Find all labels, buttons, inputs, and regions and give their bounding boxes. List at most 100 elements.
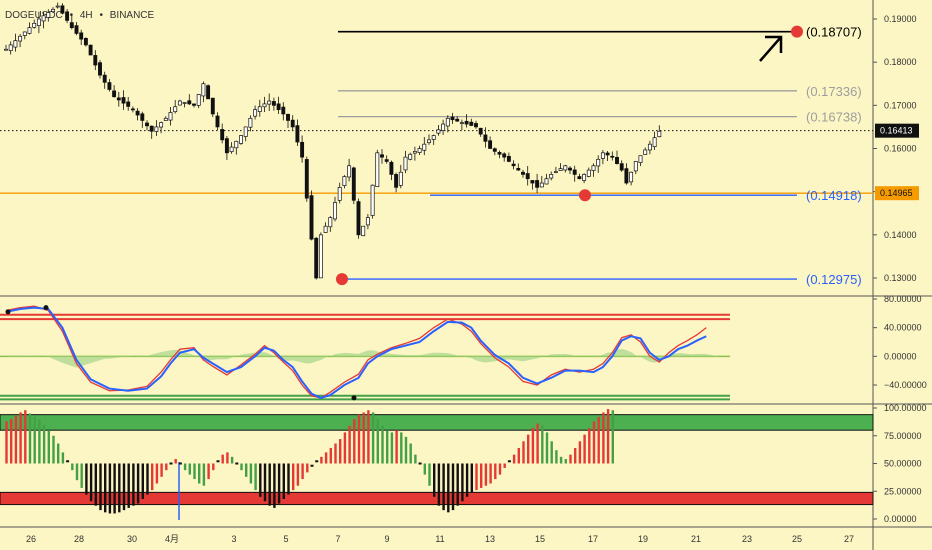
candle[interactable] [539, 175, 544, 188]
candle[interactable] [380, 149, 384, 164]
candle[interactable] [563, 164, 568, 173]
candle[interactable] [267, 93, 272, 111]
candle[interactable] [441, 119, 446, 136]
candle[interactable] [135, 108, 140, 121]
candle[interactable] [478, 127, 483, 137]
candle[interactable] [206, 84, 211, 100]
candle[interactable] [516, 163, 521, 171]
candle[interactable] [558, 163, 563, 171]
candle[interactable] [643, 147, 648, 155]
candle[interactable] [98, 60, 102, 79]
candle[interactable] [262, 96, 267, 113]
candle[interactable] [121, 90, 126, 110]
candle[interactable] [445, 115, 450, 133]
candle[interactable] [582, 173, 587, 184]
candle[interactable] [483, 127, 488, 148]
candle[interactable] [116, 91, 121, 107]
candle[interactable] [220, 123, 225, 144]
candle[interactable] [215, 112, 220, 131]
candle[interactable] [384, 155, 389, 164]
stoch-series-line[interactable] [5, 306, 707, 399]
price-axis[interactable]: 0.190000.180000.170000.160000.150000.140… [875, 14, 927, 524]
candle[interactable] [596, 155, 601, 173]
candle[interactable] [422, 137, 427, 156]
marked-point[interactable] [579, 189, 591, 202]
candle[interactable] [412, 146, 417, 161]
candle[interactable] [572, 165, 577, 182]
candle[interactable] [638, 155, 643, 167]
candle[interactable] [365, 214, 370, 230]
candle[interactable] [600, 150, 605, 165]
candle[interactable] [295, 119, 300, 146]
candle[interactable] [309, 190, 314, 241]
candle[interactable] [342, 175, 347, 189]
time-axis[interactable]: 26 28 30 4月 3 5 7 9 11 13 15 17 19 21 23 25 27 [26, 534, 854, 544]
candle[interactable] [69, 15, 74, 30]
candle[interactable] [361, 225, 366, 237]
candle[interactable] [243, 126, 248, 142]
candle[interactable] [13, 33, 18, 52]
candle[interactable] [333, 196, 337, 222]
candle[interactable] [469, 118, 474, 127]
candle[interactable] [239, 135, 243, 145]
candle[interactable] [22, 31, 27, 40]
candle[interactable] [83, 37, 88, 47]
candle[interactable] [497, 150, 502, 159]
candle[interactable] [553, 166, 558, 174]
candle[interactable] [314, 236, 319, 280]
candle[interactable] [351, 166, 356, 205]
candle[interactable] [79, 29, 84, 46]
candle[interactable] [192, 103, 196, 108]
candle[interactable] [229, 142, 234, 154]
candle[interactable] [356, 198, 361, 239]
candle[interactable] [615, 150, 619, 165]
candle[interactable] [328, 216, 333, 232]
candle[interactable] [41, 12, 46, 29]
candle[interactable] [408, 152, 413, 161]
candle[interactable] [375, 149, 380, 187]
candle[interactable] [27, 22, 32, 35]
marked-point[interactable] [791, 25, 803, 38]
candle[interactable] [474, 120, 478, 129]
candle[interactable] [506, 152, 511, 163]
candle[interactable] [93, 50, 98, 71]
candle[interactable] [605, 151, 610, 162]
candle[interactable] [187, 94, 192, 106]
candle[interactable] [530, 180, 535, 190]
candle[interactable] [577, 173, 582, 180]
candle[interactable] [488, 136, 493, 149]
candle[interactable] [370, 184, 375, 219]
candle[interactable] [201, 81, 206, 103]
candle[interactable] [130, 106, 135, 113]
candle[interactable] [347, 158, 352, 182]
candle[interactable] [257, 99, 262, 117]
candle[interactable] [389, 160, 394, 181]
candle[interactable] [145, 120, 149, 131]
candle[interactable] [210, 97, 215, 118]
candle[interactable] [521, 169, 525, 178]
candle[interactable] [394, 172, 399, 193]
candle[interactable] [586, 167, 591, 178]
candle[interactable] [107, 79, 112, 92]
candle[interactable] [102, 71, 107, 89]
candle[interactable] [276, 96, 281, 114]
candle[interactable] [647, 140, 652, 155]
candle[interactable] [182, 102, 187, 108]
candle[interactable] [323, 222, 328, 233]
candle[interactable] [525, 166, 530, 186]
candle[interactable] [403, 150, 408, 174]
candle[interactable] [450, 112, 455, 124]
candle[interactable] [8, 41, 13, 55]
candle[interactable] [196, 94, 201, 109]
candle[interactable] [549, 171, 554, 181]
candle[interactable] [60, 3, 65, 15]
candle[interactable] [234, 140, 239, 155]
candle[interactable] [459, 119, 464, 131]
candle[interactable] [248, 115, 253, 132]
stoch-series-line[interactable] [5, 305, 707, 399]
candle[interactable] [32, 19, 37, 29]
candle[interactable] [417, 145, 422, 156]
candle[interactable] [492, 147, 497, 156]
candle[interactable] [633, 160, 638, 174]
